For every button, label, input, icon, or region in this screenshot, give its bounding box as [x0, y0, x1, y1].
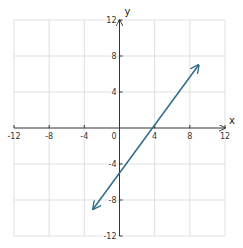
chart: -12 -8 -4 0 4 8 12 -12 -8 -4 4 8 12 x y [0, 0, 243, 248]
grid-line [14, 200, 225, 201]
y-tick-label: -8 [109, 196, 117, 205]
grid-line [154, 20, 155, 236]
x-tick [119, 125, 120, 128]
y-tick [120, 92, 123, 93]
grid-line [14, 236, 225, 237]
x-tick [49, 125, 50, 128]
grid-line [189, 20, 190, 236]
grid-line [14, 20, 15, 236]
x-tick [189, 125, 190, 128]
y-tick [120, 200, 123, 201]
x-tick [14, 125, 15, 128]
ticks: -12 -8 -4 0 4 8 12 -12 -8 -4 4 8 12 [7, 16, 230, 241]
y-tick-label: 4 [111, 88, 116, 97]
x-tick-label: -4 [80, 132, 88, 141]
y-tick-label: 12 [106, 16, 116, 25]
x-tick-label: 12 [220, 132, 230, 141]
y-tick [120, 56, 123, 57]
grid-line [225, 20, 226, 236]
y-tick [120, 236, 123, 237]
y-tick-label: -12 [103, 232, 116, 241]
y-tick [120, 20, 123, 21]
grid-line [84, 20, 85, 236]
x-tick-label: 4 [152, 132, 157, 141]
grid-line [14, 164, 225, 165]
x-tick-label: -8 [45, 132, 53, 141]
line [93, 65, 199, 209]
y-axis-label: y [125, 6, 131, 17]
grid [14, 20, 225, 236]
y-axis [119, 20, 120, 236]
x-axis-label: x [229, 115, 235, 126]
x-tick-label: 0 [111, 132, 116, 141]
x-tick [84, 125, 85, 128]
y-tick [120, 164, 123, 165]
grid-line [14, 92, 225, 93]
grid-line [49, 20, 50, 236]
data [93, 65, 199, 209]
grid-line [14, 20, 225, 21]
y-tick-label: -4 [109, 160, 117, 169]
x-tick-label: -12 [7, 132, 20, 141]
y-tick-label: 8 [111, 52, 116, 61]
grid-line [119, 20, 120, 236]
x-tick [225, 125, 226, 128]
x-tick-label: 8 [187, 132, 192, 141]
grid-line [14, 56, 225, 57]
